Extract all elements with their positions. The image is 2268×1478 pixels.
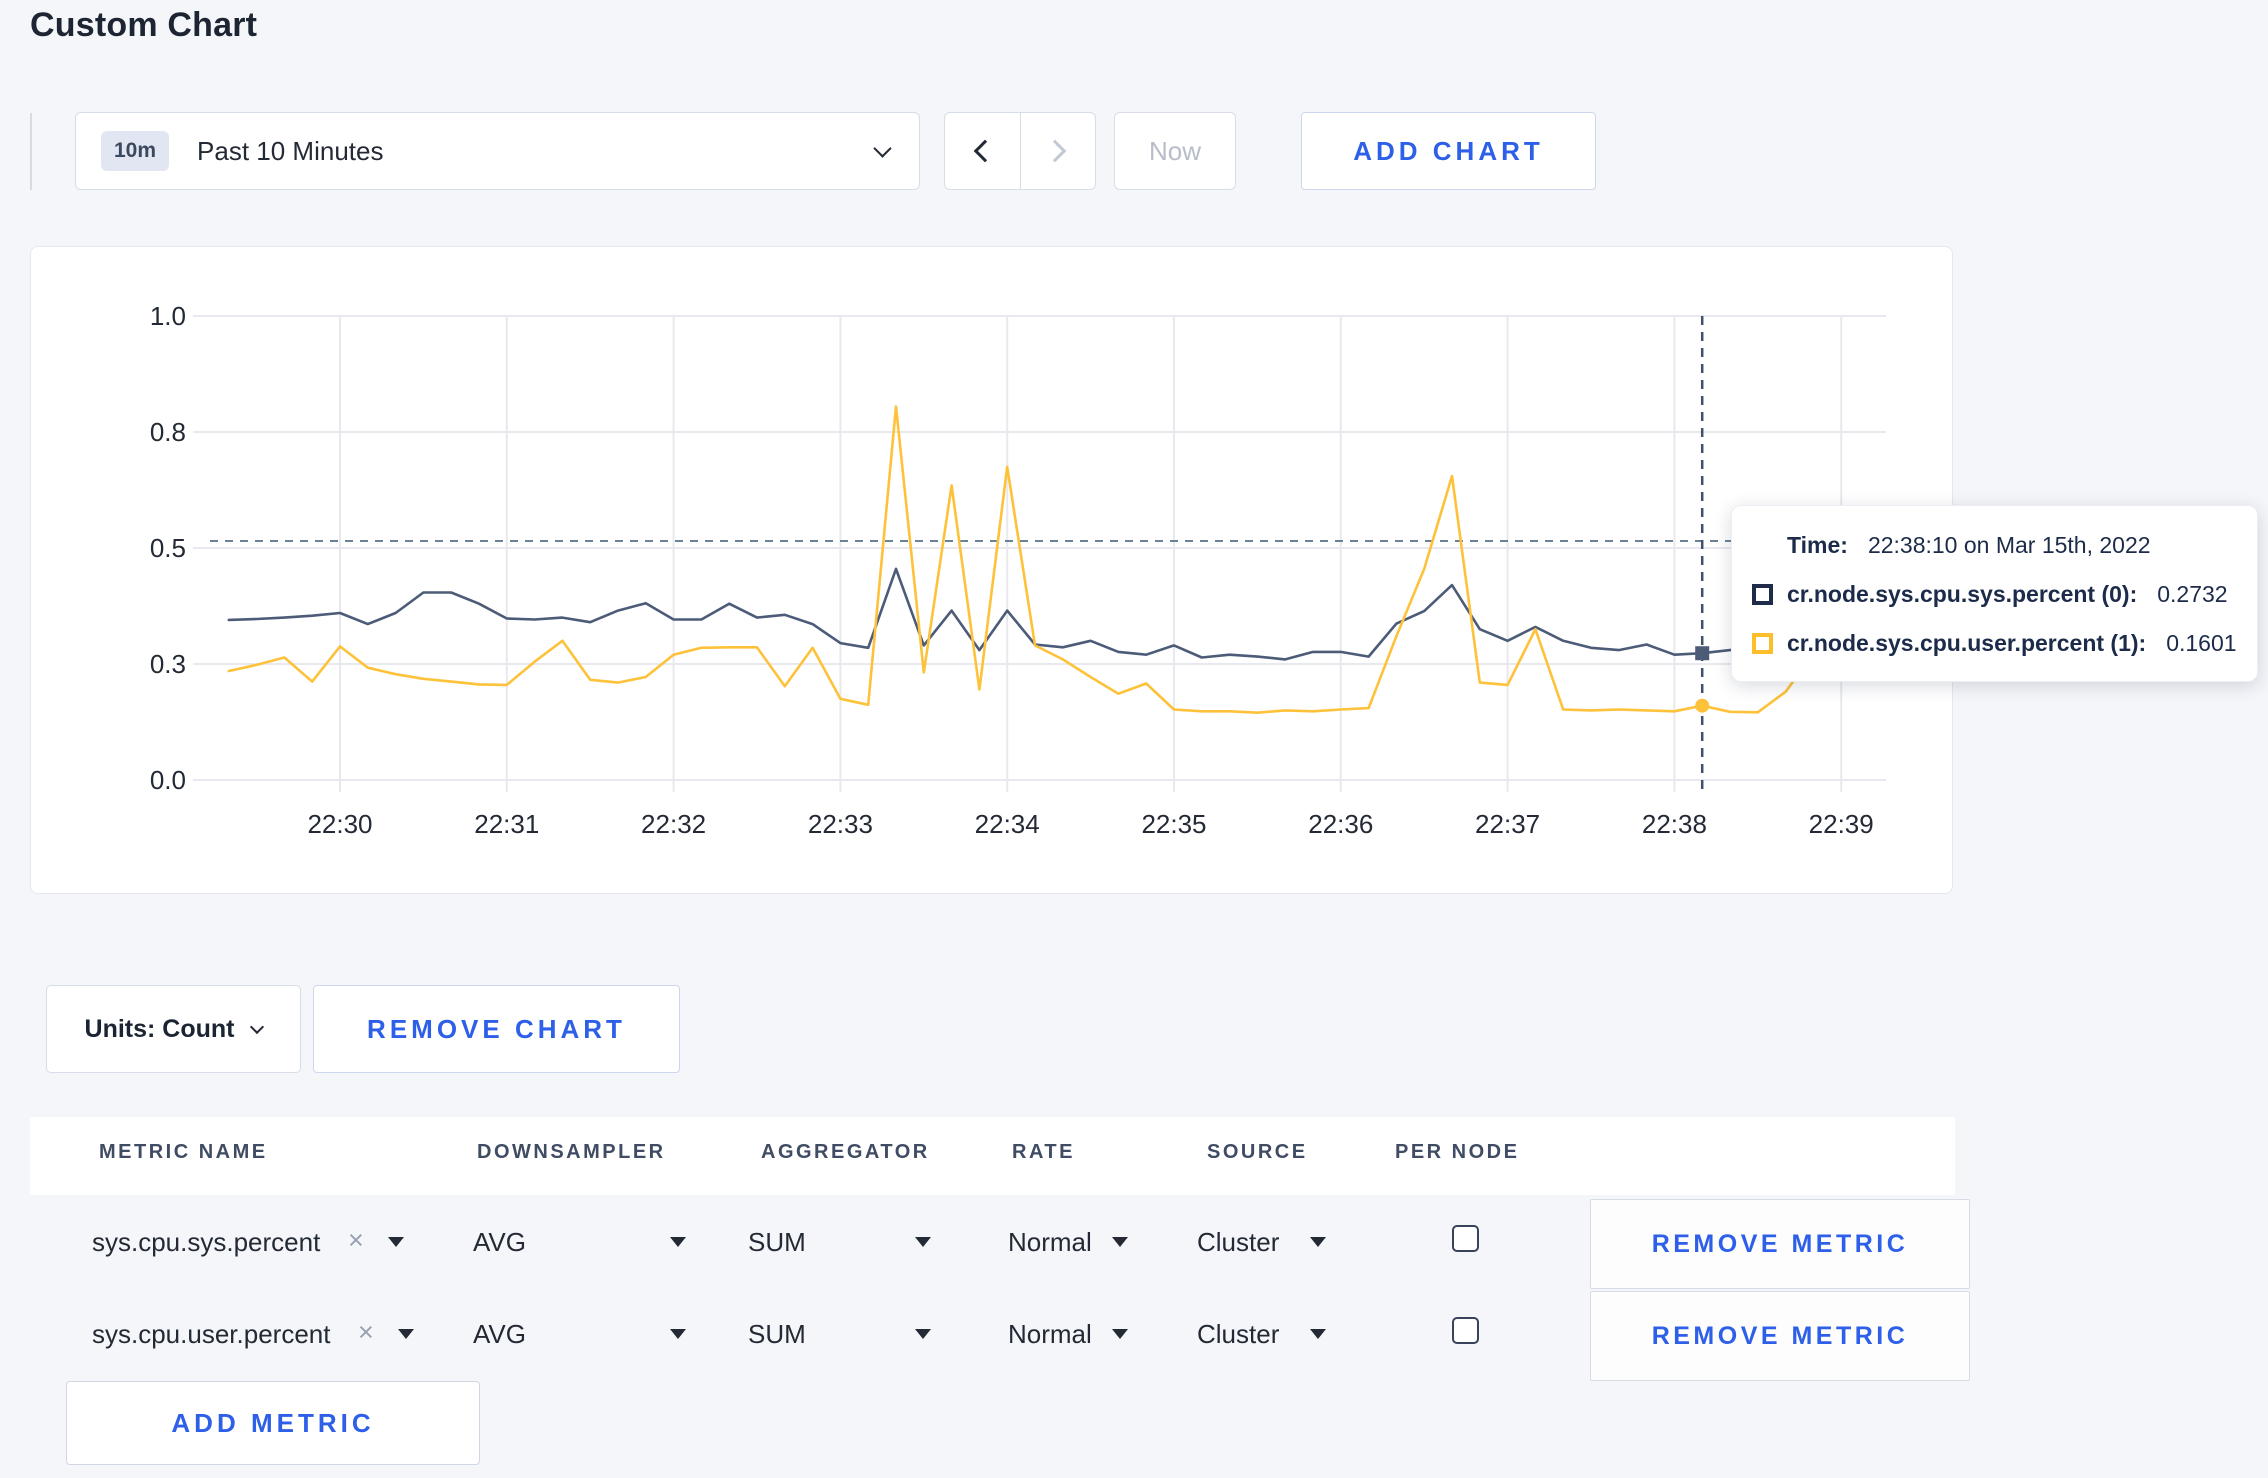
svg-text:0.5: 0.5 — [150, 533, 186, 563]
svg-text:22:34: 22:34 — [975, 809, 1040, 839]
triangle-down-icon[interactable] — [670, 1237, 686, 1247]
tooltip-time-label: Time: — [1787, 531, 1848, 558]
time-nav-group — [944, 112, 1096, 190]
svg-text:22:31: 22:31 — [474, 809, 539, 839]
svg-text:22:39: 22:39 — [1809, 809, 1874, 839]
header-downsampler: DOWNSAMPLER — [477, 1141, 666, 1163]
per-node-checkbox[interactable] — [1452, 1317, 1479, 1344]
tooltip-series-label: cr.node.sys.cpu.sys.percent (0): — [1787, 580, 2138, 607]
triangle-down-icon[interactable] — [388, 1237, 404, 1247]
units-select[interactable]: Units: Count — [46, 985, 301, 1073]
per-node-checkbox[interactable] — [1452, 1225, 1479, 1252]
triangle-down-icon[interactable] — [398, 1329, 414, 1339]
triangle-down-icon[interactable] — [670, 1329, 686, 1339]
header-source: SOURCE — [1207, 1141, 1308, 1163]
triangle-down-icon[interactable] — [915, 1237, 931, 1247]
rate-select[interactable]: Normal — [1008, 1227, 1092, 1257]
close-icon[interactable]: × — [358, 1317, 374, 1347]
header-aggregator: AGGREGATOR — [761, 1141, 930, 1163]
downsampler-select[interactable]: AVG — [473, 1319, 526, 1349]
header-rate: RATE — [1012, 1141, 1075, 1163]
add-chart-button[interactable]: ADD CHART — [1301, 112, 1596, 190]
time-forward-button[interactable] — [1019, 113, 1096, 189]
svg-text:0.0: 0.0 — [150, 765, 186, 795]
metric-name-select[interactable]: sys.cpu.sys.percent — [92, 1227, 321, 1257]
time-range-label: Past 10 Minutes — [197, 135, 384, 166]
chart-card: 0.0 0.3 0.5 0.8 1.0 22:30 22:31 22:32 22:33 22:34… — [30, 246, 1953, 894]
tooltip-series-row: cr.node.sys.cpu.sys.percent (0): 0.2732 — [1752, 580, 2231, 608]
triangle-down-icon[interactable] — [1310, 1237, 1326, 1247]
page-title: Custom Chart — [30, 6, 258, 44]
chevron-down-icon — [873, 138, 892, 158]
rate-select[interactable]: Normal — [1008, 1319, 1092, 1349]
chart-canvas[interactable]: 0.0 0.3 0.5 0.8 1.0 22:30 22:31 22:32 22:33 22:34… — [31, 247, 1954, 895]
svg-text:22:33: 22:33 — [808, 809, 873, 839]
svg-text:22:32: 22:32 — [641, 809, 706, 839]
chevron-left-icon — [973, 139, 997, 163]
svg-text:22:30: 22:30 — [307, 809, 372, 839]
time-range-badge: 10m — [101, 131, 170, 171]
header-metric-name: METRIC NAME — [99, 1141, 268, 1163]
downsampler-select[interactable]: AVG — [473, 1227, 526, 1257]
series-swatch-icon — [1752, 632, 1773, 654]
header-per-node: PER NODE — [1395, 1141, 1520, 1163]
table-row: sys.cpu.user.percent × AVG SUM Normal Cl… — [30, 1291, 1970, 1381]
svg-text:22:38: 22:38 — [1642, 809, 1707, 839]
source-select[interactable]: Cluster — [1197, 1319, 1280, 1349]
series-swatch-icon — [1752, 583, 1773, 605]
chevron-right-icon — [1043, 139, 1067, 163]
svg-text:0.3: 0.3 — [150, 649, 186, 679]
toolbar-divider — [30, 113, 32, 190]
add-metric-button[interactable]: ADD METRIC — [66, 1381, 480, 1465]
tooltip-series-row: cr.node.sys.cpu.user.percent (1): 0.1601 — [1752, 629, 2237, 657]
svg-text:22:36: 22:36 — [1308, 809, 1373, 839]
units-label: Units: Count — [84, 1014, 235, 1043]
source-select[interactable]: Cluster — [1197, 1227, 1280, 1257]
time-back-button[interactable] — [945, 113, 1020, 189]
aggregator-select[interactable]: SUM — [748, 1227, 806, 1257]
aggregator-select[interactable]: SUM — [748, 1319, 806, 1349]
triangle-down-icon[interactable] — [1310, 1329, 1326, 1339]
svg-text:22:35: 22:35 — [1141, 809, 1206, 839]
tooltip-series-value: 0.2732 — [2157, 580, 2228, 607]
triangle-down-icon[interactable] — [1112, 1329, 1128, 1339]
tooltip-series-label: cr.node.sys.cpu.user.percent (1): — [1787, 629, 2147, 656]
now-button[interactable]: Now — [1114, 112, 1236, 190]
chevron-down-icon — [250, 1019, 265, 1035]
triangle-down-icon[interactable] — [915, 1329, 931, 1339]
remove-metric-button[interactable]: REMOVE METRIC — [1590, 1199, 1970, 1289]
triangle-down-icon[interactable] — [1112, 1237, 1128, 1247]
remove-metric-button[interactable]: REMOVE METRIC — [1590, 1291, 1970, 1381]
time-range-select[interactable]: 10m Past 10 Minutes — [75, 112, 920, 190]
tooltip-time-row: Time: 22:38:10 on Mar 15th, 2022 — [1787, 531, 2231, 559]
tooltip-series-value: 0.1601 — [2166, 629, 2237, 656]
metric-name-select[interactable]: sys.cpu.user.percent — [92, 1319, 331, 1349]
svg-text:1.0: 1.0 — [150, 301, 186, 331]
svg-text:0.8: 0.8 — [150, 417, 186, 447]
chart-tooltip: Time: 22:38:10 on Mar 15th, 2022 cr.node… — [1731, 505, 2258, 682]
metrics-table-header: METRIC NAME DOWNSAMPLER AGGREGATOR RATE … — [30, 1117, 1955, 1195]
svg-text:22:37: 22:37 — [1475, 809, 1540, 839]
table-row: sys.cpu.sys.percent × AVG SUM Normal Clu… — [30, 1199, 1970, 1289]
tooltip-time-value: 22:38:10 on Mar 15th, 2022 — [1867, 531, 2151, 558]
remove-chart-button[interactable]: REMOVE CHART — [313, 985, 680, 1073]
close-icon[interactable]: × — [348, 1225, 364, 1255]
